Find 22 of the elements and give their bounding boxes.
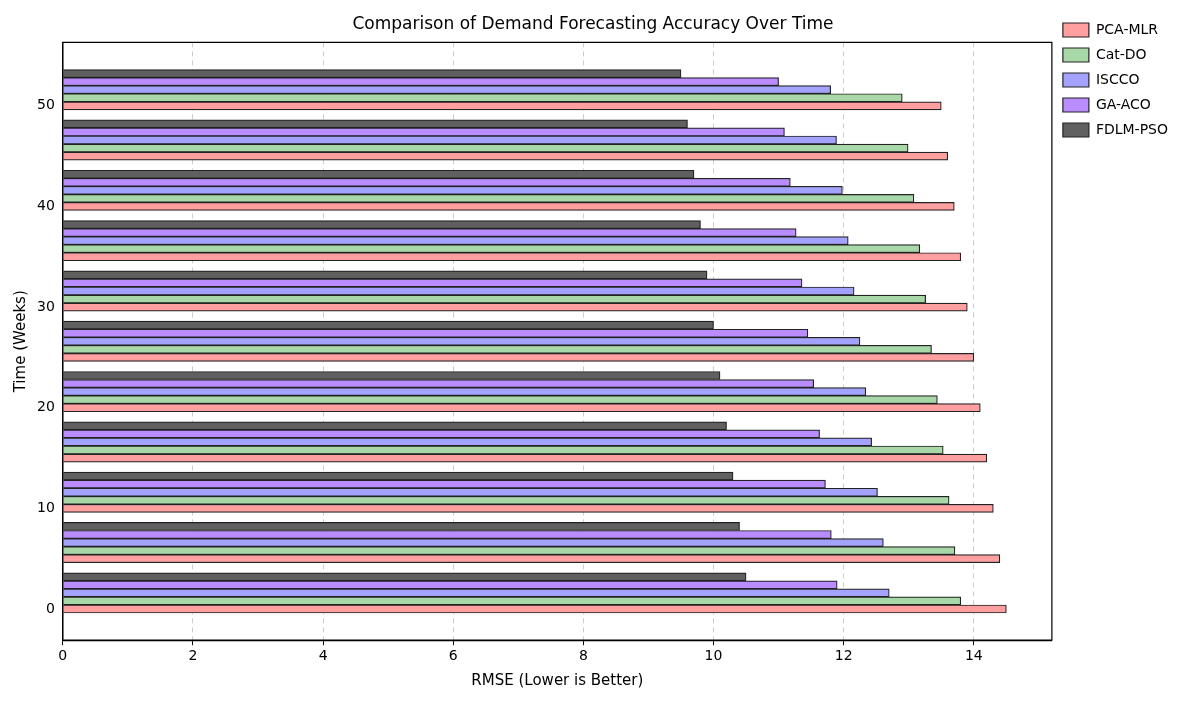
y-tick-label: 30	[36, 297, 55, 314]
legend-label: Cat-DO	[1095, 45, 1147, 62]
x-tick-label: 10	[704, 647, 723, 664]
y-tick-label: 10	[36, 499, 55, 515]
legend-label: PCA-MLR	[1095, 20, 1159, 37]
x-tick-label: 4	[318, 647, 328, 664]
x-tick-label: 2	[188, 647, 198, 664]
x-tick-label: 8	[578, 647, 588, 664]
y-tick-label: 20	[36, 398, 55, 415]
x-tick-label: 6	[448, 647, 458, 664]
legend-label: FDLM-PSO	[1095, 120, 1169, 137]
legend-label: GA-ACO	[1095, 95, 1151, 112]
y-tick-label: 0	[45, 599, 55, 616]
x-tick-label: 0	[58, 647, 68, 664]
y-tick-label: 50	[36, 96, 55, 113]
y-axis-title: Time (Weeks)	[10, 290, 29, 394]
x-axis-title: RMSE (Lower is Better)	[471, 670, 644, 689]
x-tick-label: 12	[834, 647, 853, 664]
legend-label: ISCCO	[1095, 70, 1140, 87]
x-tick-label: 14	[964, 647, 983, 664]
y-tick-label: 40	[36, 197, 55, 214]
chart-title: Comparison of Demand Forecasting Accuracy Over Time	[352, 12, 834, 33]
